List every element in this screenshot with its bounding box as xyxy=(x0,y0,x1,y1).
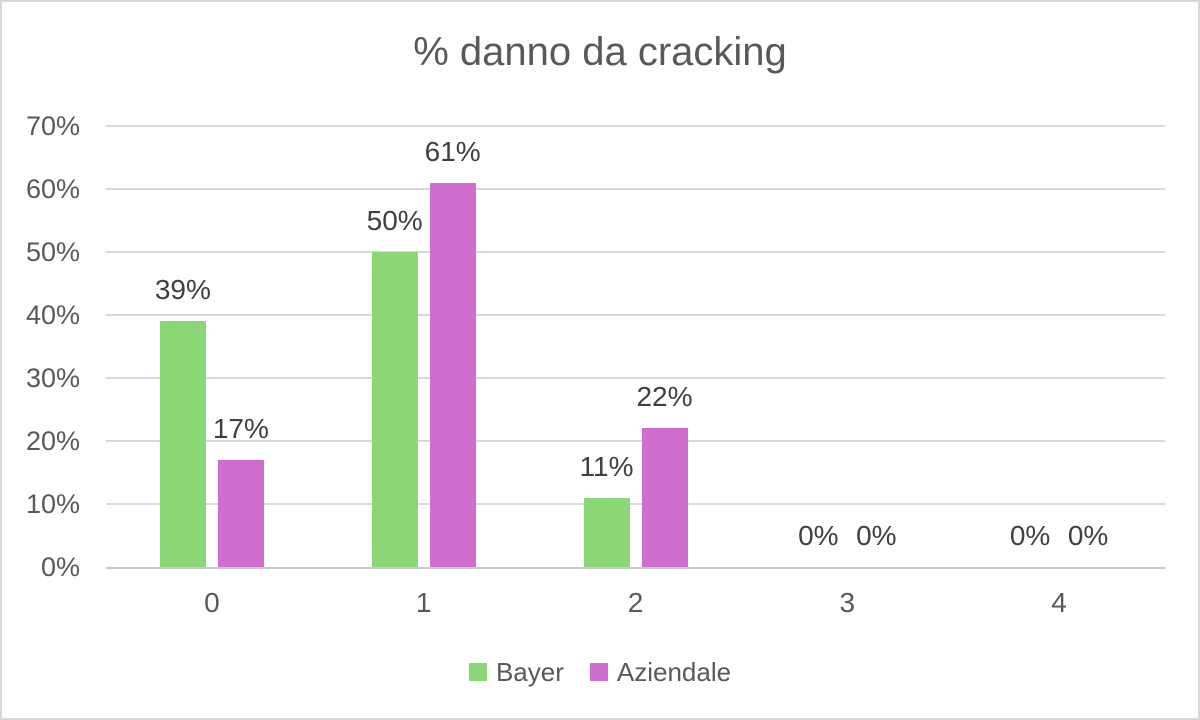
bar-aziendale-1 xyxy=(429,182,476,567)
gridline xyxy=(106,503,1165,505)
y-axis-tick-label: 40% xyxy=(25,300,80,330)
category-label: 0 xyxy=(204,587,220,618)
data-label-aziendale-1: 61% xyxy=(424,135,481,167)
data-label-aziendale-2: 22% xyxy=(636,381,693,413)
y-axis-tick-label: 0% xyxy=(40,552,80,582)
legend-item-aziendale: Aziendale xyxy=(589,656,732,688)
legend: Bayer Aziendale xyxy=(2,656,1198,688)
data-label-bayer-2: 11% xyxy=(579,450,634,482)
gridline xyxy=(106,314,1165,316)
data-label-aziendale-4: 0% xyxy=(1067,520,1109,551)
gridline xyxy=(106,251,1165,253)
y-axis-tick-label: 70% xyxy=(25,111,80,141)
gridline xyxy=(106,188,1165,190)
legend-swatch-icon xyxy=(589,663,608,681)
category-label: 3 xyxy=(839,587,856,618)
category-label: 4 xyxy=(1051,587,1067,618)
y-axis-tick-label: 50% xyxy=(25,237,80,267)
data-label-aziendale-3: 0% xyxy=(856,520,897,551)
bar-aziendale-2 xyxy=(641,428,688,567)
data-label-aziendale-0: 17% xyxy=(212,412,269,444)
x-axis-line xyxy=(106,567,1165,569)
legend-label: Bayer xyxy=(495,657,564,687)
category-label: 1 xyxy=(415,587,432,618)
data-label-bayer-3: 0% xyxy=(798,520,839,551)
gridline xyxy=(106,377,1165,379)
gridline xyxy=(106,125,1165,127)
chart-title: % danno da cracking xyxy=(413,30,787,74)
y-axis-tick-label: 30% xyxy=(25,363,80,393)
y-axis-tick-label: 60% xyxy=(25,174,80,204)
legend-swatch-icon xyxy=(468,663,487,681)
data-label-bayer-1: 50% xyxy=(366,205,423,236)
bar-bayer-1 xyxy=(371,252,418,567)
bar-bayer-0 xyxy=(159,321,206,567)
y-axis-tick-label: 10% xyxy=(25,489,80,519)
legend-label: Aziendale xyxy=(616,657,732,687)
bar-aziendale-0 xyxy=(217,459,264,567)
legend-item-bayer: Bayer xyxy=(468,656,564,688)
y-axis-tick-label: 20% xyxy=(25,426,80,456)
category-label: 2 xyxy=(627,587,644,618)
data-label-bayer-0: 39% xyxy=(154,274,211,306)
bar-bayer-2 xyxy=(583,497,630,567)
data-label-bayer-4: 0% xyxy=(1009,520,1051,551)
gridline xyxy=(106,440,1165,442)
